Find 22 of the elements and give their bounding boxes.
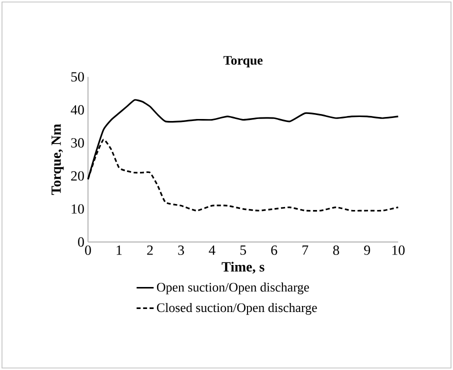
y-tick-label: 40	[70, 105, 84, 115]
y-axis-title: Torque, Nm	[52, 124, 64, 195]
x-tick-label: 10	[392, 246, 405, 255]
y-tick-label: 20	[71, 171, 84, 181]
x-tick-label: 0	[85, 246, 91, 255]
x-tick-label: 4	[208, 246, 216, 255]
x-tick-label: 5	[240, 246, 246, 255]
x-tick-label: 6	[271, 246, 278, 255]
y-tick-label: 0	[78, 237, 84, 247]
x-axis-title: Time, s	[222, 262, 264, 274]
y-tick-label: 10	[72, 204, 84, 214]
x-tick-label: 1	[116, 246, 122, 255]
legend-label: Open suction/Open discharge	[156, 282, 309, 294]
chart-title: Torque	[223, 56, 263, 68]
y-tick-label: 30	[71, 138, 84, 148]
x-tick-label: 2	[147, 246, 153, 255]
x-tick-label: 8	[333, 246, 340, 255]
x-tick-label: 3	[178, 246, 184, 255]
legend-label: Closed suction/Open discharge	[156, 302, 317, 315]
x-tick-label: 9	[364, 246, 370, 255]
y-tick-label: 50	[71, 72, 84, 82]
x-tick-label: 7	[302, 246, 308, 255]
